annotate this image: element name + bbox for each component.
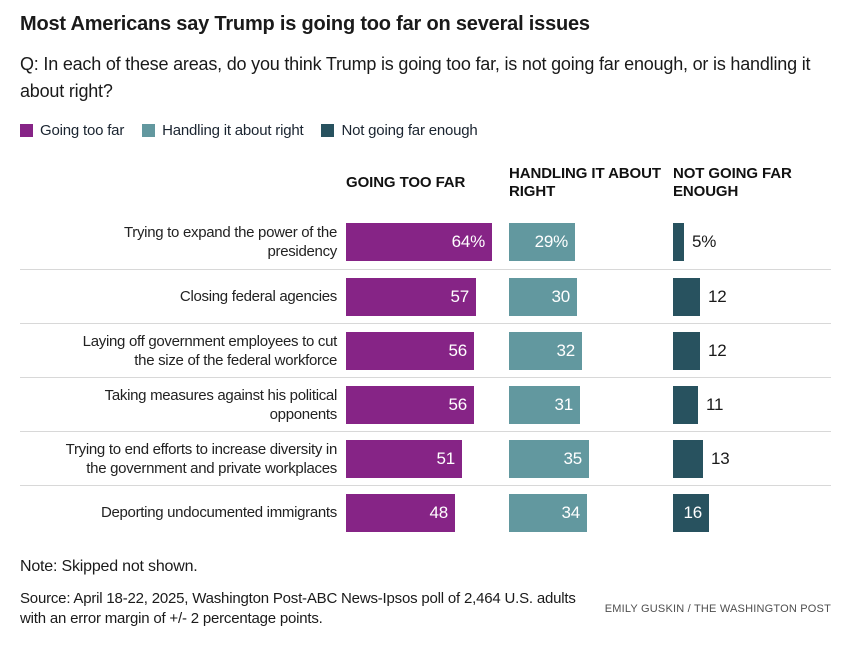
bar-value-inside: 64% xyxy=(451,232,486,251)
row-label-line: the government and private workplaces xyxy=(86,459,337,477)
row-label-line: opponents xyxy=(269,405,338,423)
bar-value-inside: 48 xyxy=(429,502,448,522)
bar-value-inside: 35 xyxy=(563,448,582,468)
bar xyxy=(673,331,700,370)
row-label: Closing federal agencies xyxy=(20,287,337,306)
bar-cell-handling-about-right: 29% xyxy=(509,223,673,261)
bar: 56 xyxy=(346,385,474,424)
bar xyxy=(673,385,698,424)
row-label-line: Deporting undocumented immigrants xyxy=(100,504,337,521)
bar: 35 xyxy=(509,439,589,478)
table-row: Trying to expand the power of the preside… xyxy=(20,215,831,269)
bar-cell-not-far-enough: 16 xyxy=(673,493,831,532)
table-row: Deporting undocumented immigrants 48 34 … xyxy=(20,485,831,539)
bar-cell-handling-about-right: 35 xyxy=(509,439,673,478)
byline-credit: EMILY GUSKIN / THE WASHINGTON POST xyxy=(604,603,831,615)
page-title: Most Americans say Trump is going too fa… xyxy=(20,13,590,35)
chart-rows: Trying to expand the power of the preside… xyxy=(20,215,831,539)
row-label: Laying off government employees to cut th… xyxy=(20,332,338,370)
chart-question: Q: In each of these areas, do you think … xyxy=(20,54,811,101)
column-header-not-far-enough: NOT GOING FAR ENOUGH xyxy=(673,165,792,200)
bar-value-inside: 16 xyxy=(683,502,702,522)
bar-value-inside: 34 xyxy=(561,502,580,522)
bar-cell-not-far-enough: 11 xyxy=(673,385,831,424)
bar: 56 xyxy=(346,331,474,370)
bar-value-inside: 56 xyxy=(448,394,467,414)
bar-cell-going-too-far: 56 xyxy=(346,385,509,424)
bar xyxy=(673,277,700,316)
bar: 48 xyxy=(346,493,455,532)
legend-label: Handling it about right xyxy=(162,122,304,139)
chart-note: Note: Skipped not shown. xyxy=(20,558,198,575)
row-label-line: Closing federal agencies xyxy=(179,288,337,305)
legend: Going too far Handling it about right No… xyxy=(20,122,831,139)
table-row: Closing federal agencies 57 30 12 xyxy=(20,269,831,323)
bar-value-inside: 29% xyxy=(534,232,569,251)
row-label-line: presidency xyxy=(267,243,337,260)
row-label: Trying to expand the power of the preside… xyxy=(20,223,337,261)
bar: 34 xyxy=(509,493,587,532)
legend-swatch-going-too-far xyxy=(20,124,33,137)
column-headers: GOING TOO FAR HANDLING IT ABOUT RIGHT NO… xyxy=(20,163,831,203)
legend-item-going-too-far: Going too far xyxy=(20,122,124,139)
bar-cell-going-too-far: 56 xyxy=(346,331,509,370)
bar-value-inside: 30 xyxy=(551,286,570,306)
row-label-line: Laying off government employees to cut xyxy=(82,332,338,350)
bar-cell-going-too-far: 64% xyxy=(346,223,509,261)
bar-cell-going-too-far: 57 xyxy=(346,277,509,316)
bar: 16 xyxy=(673,493,709,532)
bar-value-outside: 12 xyxy=(708,286,727,306)
bar xyxy=(673,439,703,478)
bar-value-inside: 51 xyxy=(436,448,455,468)
row-label: Deporting undocumented immigrants xyxy=(20,503,337,522)
bar-cell-not-far-enough: 12 xyxy=(673,331,831,370)
legend-swatch-handling-about-right xyxy=(142,124,156,137)
bar-value-outside: 12 xyxy=(708,340,727,360)
bar-value-inside: 32 xyxy=(556,340,575,360)
row-label-line: the size of the federal workforce xyxy=(134,351,337,369)
bar-cell-not-far-enough: 12 xyxy=(673,277,831,316)
bar: 30 xyxy=(509,277,577,316)
bar-cell-handling-about-right: 32 xyxy=(509,331,673,370)
source-text: Source: April 18-22, 2025, Washington Po… xyxy=(20,590,576,627)
bar-cell-going-too-far: 51 xyxy=(346,439,509,478)
legend-label: Going too far xyxy=(40,122,125,139)
row-label: Trying to end efforts to increase divers… xyxy=(20,440,338,478)
bar-value-outside: 5% xyxy=(692,232,717,251)
bar-value-inside: 31 xyxy=(554,394,573,414)
bar-cell-handling-about-right: 30 xyxy=(509,277,673,316)
legend-item-handling-about-right: Handling it about right xyxy=(142,122,304,139)
table-row: Taking measures against his political opp… xyxy=(20,377,831,431)
row-label: Taking measures against his political opp… xyxy=(20,386,338,424)
bar: 32 xyxy=(509,331,582,370)
bar-cell-handling-about-right: 34 xyxy=(509,493,673,532)
column-header-going-too-far: GOING TOO FAR xyxy=(346,174,466,191)
bar-cell-not-far-enough: 13 xyxy=(673,439,831,478)
bar-value-outside: 13 xyxy=(711,448,730,468)
bar-value-inside: 57 xyxy=(450,286,469,306)
bar: 31 xyxy=(509,385,580,424)
row-label-line: Trying to expand the power of the xyxy=(123,224,337,241)
table-row: Trying to end efforts to increase divers… xyxy=(20,431,831,485)
legend-swatch-not-far-enough xyxy=(321,124,335,137)
bar-cell-going-too-far: 48 xyxy=(346,493,509,532)
bar-cell-not-far-enough: 5% xyxy=(673,223,831,261)
row-label-line: Taking measures against his political xyxy=(104,386,338,404)
bar-value-outside: 11 xyxy=(706,394,724,414)
bar: 57 xyxy=(346,277,476,316)
bar: 64% xyxy=(346,223,492,261)
bar-value-inside: 56 xyxy=(448,340,467,360)
table-row: Laying off government employees to cut th… xyxy=(20,323,831,377)
bar: 29% xyxy=(509,223,575,261)
column-header-handling-about-right: HANDLING IT ABOUT RIGHT xyxy=(509,165,661,200)
bar: 51 xyxy=(346,439,462,478)
bar-cell-handling-about-right: 31 xyxy=(509,385,673,424)
bar xyxy=(673,223,684,261)
row-label-line: Trying to end efforts to increase divers… xyxy=(65,440,338,458)
legend-item-not-far-enough: Not going far enough xyxy=(321,122,478,139)
chart-footer: Source: April 18-22, 2025, Washington Po… xyxy=(20,589,831,629)
legend-label: Not going far enough xyxy=(341,122,478,139)
